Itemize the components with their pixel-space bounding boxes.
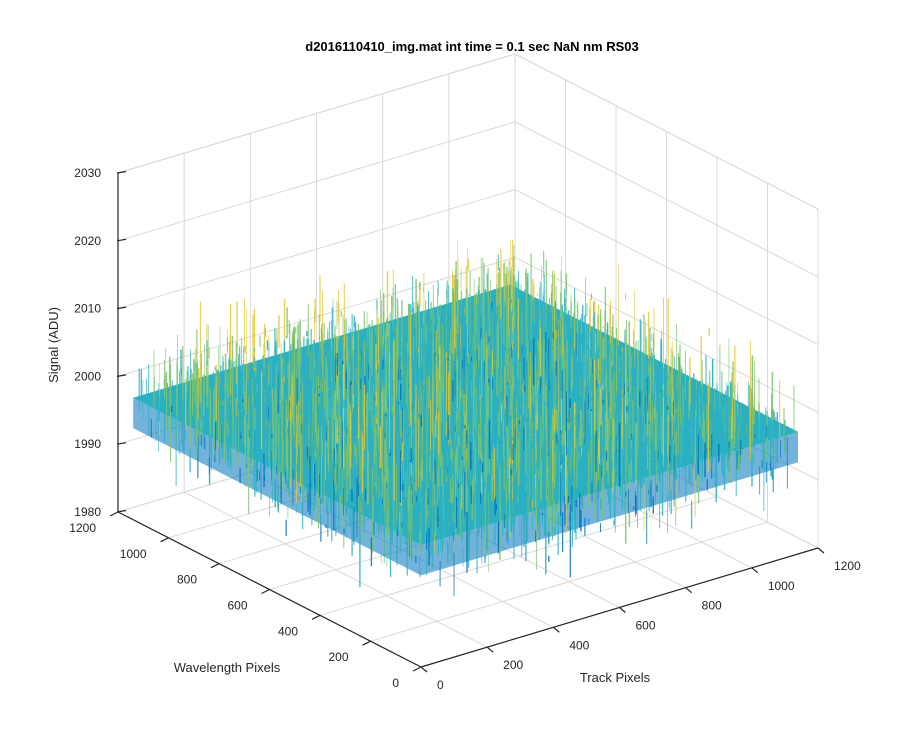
x-tick-mark [685, 587, 693, 594]
z-tick-label: 1980 [74, 505, 101, 519]
pane-edge [117, 53, 516, 174]
y-axis-ticks: 0 200 400 600 800 1000 1200 [69, 511, 422, 690]
z-tick-mark [116, 509, 127, 513]
y-tick-label: 1000 [120, 547, 147, 561]
x-tick-mark [751, 567, 759, 574]
z-tick-label: 2010 [74, 302, 101, 316]
back-pane-outlines [117, 53, 819, 548]
y-tick-label: 200 [328, 650, 348, 664]
x-tick-label: 800 [702, 599, 722, 613]
z-tick-mark [116, 374, 127, 377]
y-tick-mark [109, 511, 119, 517]
y-tick-mark [160, 537, 169, 543]
x-tick-mark [619, 607, 626, 613]
y-tick-mark [311, 614, 321, 620]
z-tick-label: 2020 [74, 234, 101, 248]
z-tick-label: 1990 [74, 437, 101, 451]
wall-grid-line [117, 121, 516, 242]
chart-title: d2016110410_img.mat int time = 0.1 sec N… [305, 39, 638, 54]
z-tick-label: 2030 [74, 166, 101, 180]
y-tick-label: 600 [227, 599, 247, 613]
floor-grid-line [319, 495, 718, 616]
y-tick-mark [412, 666, 422, 672]
noise-surface [133, 239, 799, 596]
pane-edge [514, 53, 819, 210]
y-tick-label: 1200 [69, 521, 96, 535]
z-tick-mark [116, 442, 127, 445]
wall-grid-line [514, 189, 819, 346]
x-tick-label: 1200 [834, 559, 861, 573]
x-tick-label: 400 [569, 638, 589, 652]
z-tick-mark [116, 306, 127, 310]
x-axis-label: Track Pixels [580, 670, 651, 685]
y-tick-label: 800 [177, 573, 197, 587]
wall-grid-line [117, 256, 516, 377]
x-tick-mark [420, 666, 428, 673]
z-tick-mark [116, 170, 127, 174]
x-tick-mark [817, 547, 825, 554]
y-tick-label: 400 [278, 624, 298, 638]
y-tick-mark [261, 588, 270, 595]
z-tick-label: 2000 [74, 369, 101, 383]
x-tick-label: 600 [636, 619, 656, 633]
z-tick-mark [116, 238, 127, 242]
x-tick-mark [486, 646, 494, 653]
y-tick-label: 0 [392, 676, 399, 690]
x-tick-mark [552, 626, 560, 633]
floor-grid-line [370, 521, 768, 642]
wall-grid-line [117, 189, 516, 310]
wall-grid-line [514, 121, 819, 278]
x-tick-label: 1000 [768, 579, 795, 593]
x-tick-label: 0 [437, 678, 444, 692]
z-axis-ticks: 1980 1990 2000 2010 2020 2030 [74, 166, 127, 519]
y-tick-mark [362, 640, 371, 646]
x-axis-ticks: 0 200 400 600 800 1000 1200 [420, 547, 861, 692]
x-tick-label: 200 [503, 658, 523, 672]
wall-grid-line [514, 256, 819, 413]
y-axis-label: Wavelength Pixels [174, 660, 281, 675]
z-axis-label: Signal (ADU) [46, 307, 61, 383]
y-tick-mark [210, 563, 220, 569]
